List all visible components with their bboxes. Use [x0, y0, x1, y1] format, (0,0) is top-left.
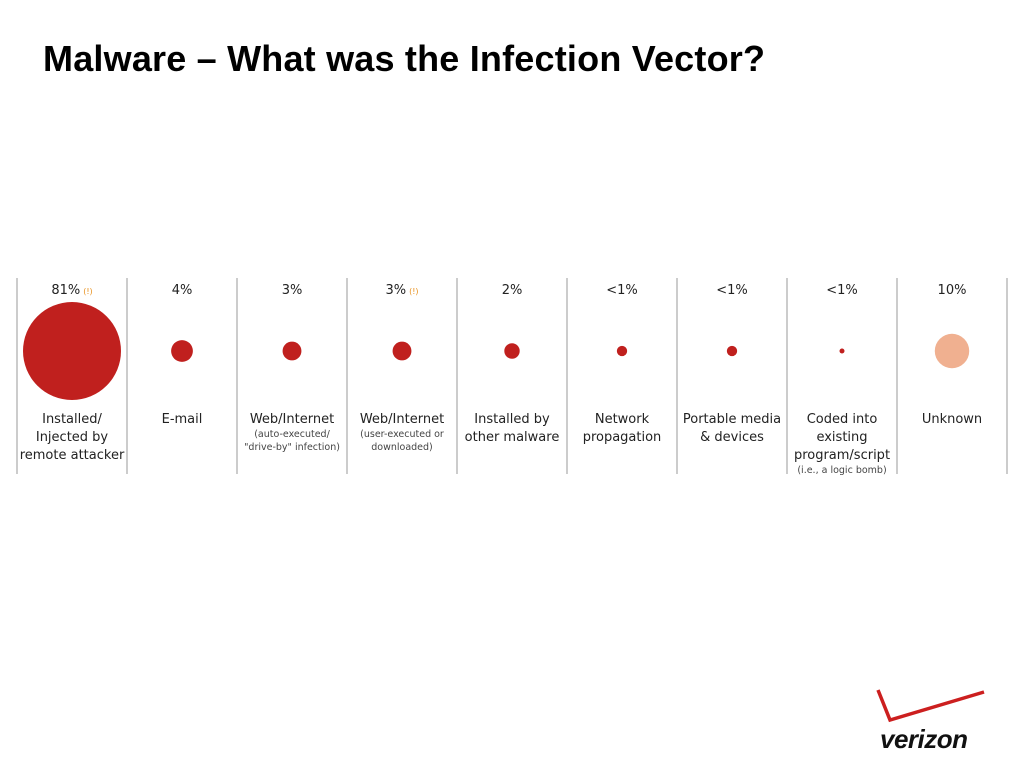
- category-label: other malware: [465, 430, 560, 445]
- value-label: <1%: [826, 283, 858, 298]
- category-note: (auto-executed/: [254, 429, 330, 440]
- category-label: Installed by: [474, 412, 550, 427]
- category-label: remote attacker: [20, 448, 125, 463]
- verizon-logo: verizon: [872, 686, 990, 754]
- value-label: 81% (!): [51, 283, 92, 298]
- bubble: [23, 302, 121, 400]
- category-label: program/script: [794, 448, 890, 463]
- category-note: (i.e., a logic bomb): [797, 465, 886, 476]
- category-note: "drive-by" infection): [244, 442, 340, 453]
- check-mark-stroke: [876, 689, 985, 723]
- category-label: Coded into: [807, 412, 878, 427]
- bubble: [616, 345, 628, 357]
- bubble: [171, 340, 193, 362]
- bubble: [392, 341, 412, 361]
- category-label: & devices: [700, 430, 764, 445]
- slide-title: Malware – What was the Infection Vector?: [43, 38, 766, 79]
- value-label: 4%: [172, 283, 193, 298]
- infection-vector-chart: 81% (!) Installed/Injected by remote attack…: [16, 278, 1008, 476]
- bubble: [839, 348, 845, 354]
- bubble: [934, 333, 970, 369]
- category-label: existing: [816, 430, 867, 445]
- category-note: (user-executed or: [360, 429, 444, 440]
- verizon-check-mark-icon: [876, 689, 985, 723]
- category-label: Installed/: [42, 412, 102, 427]
- bubble: [504, 343, 520, 359]
- value-label: <1%: [606, 283, 638, 298]
- value-label: 3%: [282, 283, 303, 298]
- category-label: Injected by: [36, 430, 109, 445]
- verizon-wordmark: verizon: [880, 724, 968, 754]
- value-label: <1%: [716, 283, 748, 298]
- category-label: Web/Internet: [250, 412, 334, 427]
- category-label: Portable media: [683, 412, 781, 427]
- bubble: [282, 341, 302, 361]
- category-label: Web/Internet: [360, 412, 444, 427]
- category-label: propagation: [583, 430, 662, 445]
- bubble: [726, 345, 738, 357]
- category-label: Unknown: [922, 412, 982, 427]
- value-label: 2%: [502, 283, 523, 298]
- value-label: 3% (!): [385, 283, 418, 298]
- value-label: 10%: [938, 283, 967, 298]
- category-label: E-mail: [162, 412, 203, 427]
- category-label: Network: [595, 412, 650, 427]
- category-note: downloaded): [371, 442, 433, 453]
